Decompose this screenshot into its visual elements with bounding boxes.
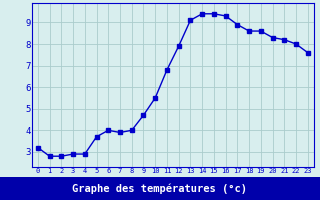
Text: Graphe des températures (°c): Graphe des températures (°c) bbox=[73, 183, 247, 194]
